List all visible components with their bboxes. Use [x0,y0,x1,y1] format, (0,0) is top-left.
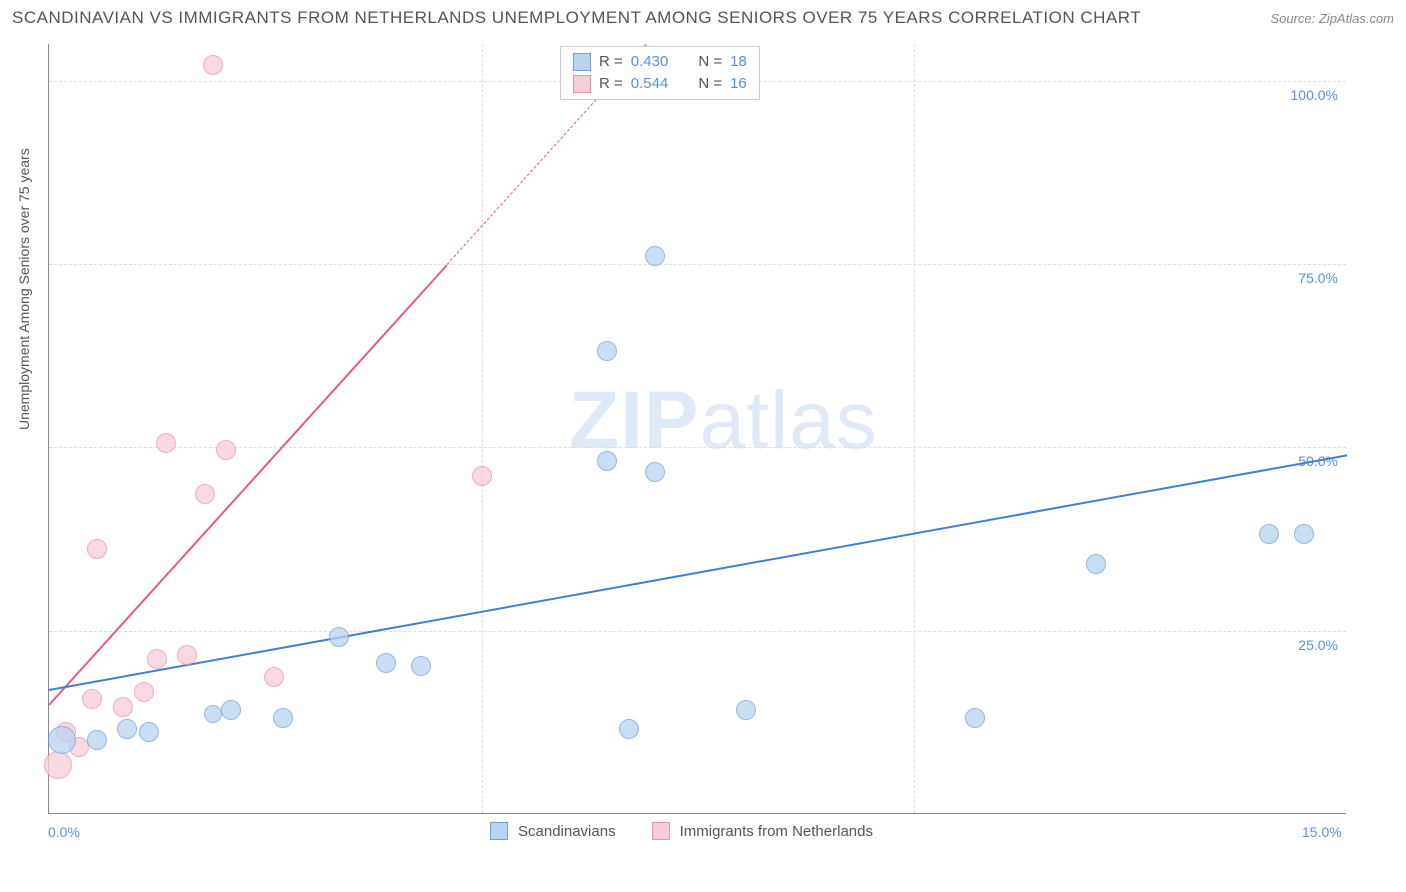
data-point-blue [619,719,639,739]
data-point-blue [139,722,159,742]
gridline-h [49,447,1346,448]
y-axis-label: Unemployment Among Seniors over 75 years [16,148,32,430]
trend-line [48,264,448,705]
data-point-blue [965,708,985,728]
legend-r-value: 0.430 [631,51,669,73]
legend-swatch [490,822,508,840]
watermark-rest: atlas [700,375,878,466]
data-point-blue [376,653,396,673]
data-point-pink [82,689,102,709]
data-point-blue [1294,524,1314,544]
data-point-pink [177,645,197,665]
plot-area: ZIPatlas 25.0%50.0%75.0%100.0% [48,44,1346,814]
data-point-blue [597,341,617,361]
legend-stats-row: R = 0.544 N = 16 [573,73,747,95]
legend-n-value: 18 [730,51,747,73]
data-point-blue [117,719,137,739]
data-point-blue [221,700,241,720]
legend-stats-row: R = 0.430 N = 18 [573,51,747,73]
data-point-pink [87,539,107,559]
legend-n-label: N = [698,73,722,95]
data-point-blue [597,451,617,471]
data-point-pink [264,667,284,687]
data-point-blue [87,730,107,750]
data-point-pink [44,751,72,779]
data-point-blue [645,246,665,266]
gridline-h [49,631,1346,632]
data-point-blue [1086,554,1106,574]
data-point-blue [645,462,665,482]
data-point-pink [134,682,154,702]
data-point-pink [472,466,492,486]
y-tick-label: 25.0% [1298,637,1338,653]
data-point-pink [113,697,133,717]
legend-series: Scandinavians Immigrants from Netherlands [490,822,899,840]
gridline-v [914,44,915,813]
data-point-pink [147,649,167,669]
chart-title: SCANDINAVIAN VS IMMIGRANTS FROM NETHERLA… [12,8,1141,28]
watermark-bold: ZIP [569,375,700,466]
legend-n-value: 16 [730,73,747,95]
legend-r-value: 0.544 [631,73,669,95]
title-bar: SCANDINAVIAN VS IMMIGRANTS FROM NETHERLA… [12,8,1394,28]
legend-label: Scandinavians [518,823,616,840]
data-point-pink [216,440,236,460]
data-point-blue [736,700,756,720]
gridline-h [49,264,1346,265]
legend-label: Immigrants from Netherlands [680,823,873,840]
legend-r-label: R = [599,73,623,95]
x-tick-label: 15.0% [1302,824,1342,840]
data-point-blue [204,705,222,723]
legend-swatch [573,75,591,93]
y-tick-label: 75.0% [1298,270,1338,286]
legend-n-label: N = [698,51,722,73]
gridline-v [482,44,483,813]
legend-swatch [573,53,591,71]
data-point-blue [1259,524,1279,544]
source-label: Source: ZipAtlas.com [1270,11,1394,26]
data-point-pink [203,55,223,75]
data-point-blue [411,656,431,676]
data-point-blue [329,627,349,647]
x-tick-label: 0.0% [48,824,80,840]
data-point-pink [156,433,176,453]
y-tick-label: 100.0% [1291,87,1338,103]
data-point-blue [48,726,76,754]
data-point-blue [273,708,293,728]
legend-r-label: R = [599,51,623,73]
watermark: ZIPatlas [569,374,878,468]
legend-swatch [652,822,670,840]
legend-stats: R = 0.430 N = 18 R = 0.544 N = 16 [560,46,760,100]
data-point-pink [195,484,215,504]
